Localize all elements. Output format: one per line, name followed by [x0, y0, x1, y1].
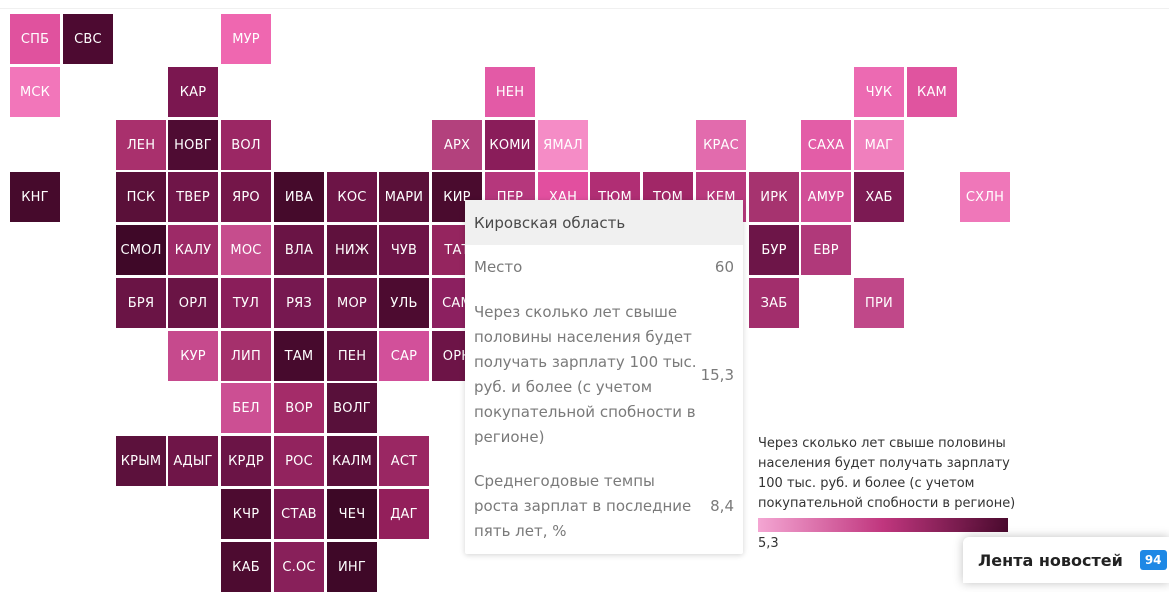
region-tile[interactable]: ЧЕЧ	[327, 489, 377, 539]
news-feed-title: Лента новостей	[978, 550, 1123, 570]
legend-min-value: 5,3	[758, 536, 779, 551]
region-tile[interactable]: БЕЛ	[221, 383, 271, 433]
news-count-badge: 94	[1139, 550, 1167, 570]
region-tile[interactable]: НОВГ	[168, 120, 218, 170]
region-tile[interactable]: ЯМАЛ	[538, 120, 588, 170]
tooltip-value: 8,4	[710, 496, 734, 515]
region-tile[interactable]: СПБ	[10, 14, 60, 64]
region-tooltip: Кировская область Место 60 Через сколько…	[465, 200, 743, 554]
region-tile[interactable]: ПРИ	[854, 278, 904, 328]
region-tile[interactable]: ЧУВ	[379, 225, 429, 275]
region-tile[interactable]: КРДР	[221, 436, 271, 486]
region-tile[interactable]: ВОЛГ	[327, 383, 377, 433]
region-tile[interactable]: ТУЛ	[221, 278, 271, 328]
region-tile[interactable]: СТАВ	[274, 489, 324, 539]
tooltip-value: 60	[714, 258, 734, 276]
region-tile[interactable]: АДЫГ	[168, 436, 218, 486]
region-tile[interactable]: ВОЛ	[221, 120, 271, 170]
region-tile[interactable]: РОС	[274, 436, 324, 486]
region-tile[interactable]: БРЯ	[116, 278, 166, 328]
region-tile[interactable]: УЛЬ	[379, 278, 429, 328]
region-tile[interactable]: ВЛА	[274, 225, 324, 275]
region-tile[interactable]: ПЕН	[327, 331, 377, 381]
region-tile[interactable]: КАЛМ	[327, 436, 377, 486]
legend-gradient-bar	[758, 518, 1008, 532]
region-tile[interactable]: ОРЛ	[168, 278, 218, 328]
region-tile[interactable]: МОР	[327, 278, 377, 328]
region-tile[interactable]: САХА	[801, 120, 851, 170]
region-tile[interactable]: СВС	[63, 14, 113, 64]
region-tile[interactable]: КРАС	[696, 120, 746, 170]
region-tile[interactable]: КУР	[168, 331, 218, 381]
region-tile[interactable]: ЧУК	[854, 67, 904, 117]
region-tile[interactable]: ИНГ	[327, 542, 377, 592]
region-tile[interactable]: КАБ	[221, 542, 271, 592]
region-tile[interactable]: ПСК	[116, 172, 166, 222]
news-feed-button[interactable]: Лента новостей 94	[963, 537, 1169, 583]
region-tile[interactable]: АСТ	[379, 436, 429, 486]
region-tile[interactable]: КАЛУ	[168, 225, 218, 275]
tooltip-region-name: Кировская область	[465, 200, 743, 245]
region-tile[interactable]: ТАМ	[274, 331, 324, 381]
region-tile[interactable]: РЯЗ	[274, 278, 324, 328]
region-tile[interactable]: ЛИП	[221, 331, 271, 381]
region-tile[interactable]: МАГ	[854, 120, 904, 170]
tooltip-label: Место	[474, 258, 523, 276]
region-tile[interactable]: ИРК	[749, 172, 799, 222]
tooltip-row-growth: Среднегодовые темпы роста зарплат в посл…	[465, 460, 743, 552]
region-tile[interactable]: САР	[379, 331, 429, 381]
tooltip-label: Через сколько лет свыше половины населен…	[474, 303, 697, 446]
top-divider	[0, 0, 1169, 9]
region-tile[interactable]: КАМ	[907, 67, 957, 117]
color-legend: Через сколько лет свыше половины населен…	[758, 434, 1016, 551]
region-tile[interactable]: ЕВР	[801, 225, 851, 275]
region-tile[interactable]: ХАБ	[854, 172, 904, 222]
region-tile[interactable]: НИЖ	[327, 225, 377, 275]
region-tile[interactable]: ДАГ	[379, 489, 429, 539]
region-tile[interactable]: БУР	[749, 225, 799, 275]
region-tile[interactable]: НЕН	[485, 67, 535, 117]
region-tile[interactable]: КЧР	[221, 489, 271, 539]
legend-title: Через сколько лет свыше половины населен…	[758, 436, 1016, 511]
region-tile[interactable]: МАРИ	[379, 172, 429, 222]
region-tile[interactable]: ТВЕР	[168, 172, 218, 222]
region-tile[interactable]: СХЛН	[960, 172, 1010, 222]
region-tile[interactable]: МСК	[10, 67, 60, 117]
region-tile[interactable]: КОМИ	[485, 120, 535, 170]
region-tile[interactable]: МУР	[221, 14, 271, 64]
region-tile[interactable]: ЯРО	[221, 172, 271, 222]
region-tile[interactable]: КОС	[327, 172, 377, 222]
region-tile[interactable]: С.ОС	[274, 542, 324, 592]
region-tile[interactable]: КАР	[168, 67, 218, 117]
region-tile[interactable]: ЗАБ	[749, 278, 799, 328]
region-tile[interactable]: КРЫМ	[116, 436, 166, 486]
region-tile[interactable]: АМУР	[801, 172, 851, 222]
region-tile[interactable]: КНГ	[10, 172, 60, 222]
region-tile[interactable]: СМОЛ	[116, 225, 166, 275]
region-tile[interactable]: ЛЕН	[116, 120, 166, 170]
region-tile[interactable]: АРХ	[432, 120, 482, 170]
tooltip-label: Среднегодовые темпы роста зарплат в посл…	[474, 471, 692, 540]
region-tile[interactable]: МОС	[221, 225, 271, 275]
region-tile[interactable]: ВОР	[274, 383, 324, 433]
tooltip-value: 15,3	[700, 365, 734, 384]
region-tile[interactable]: ИВА	[274, 172, 324, 222]
tooltip-row-rank: Место 60	[465, 245, 743, 290]
tooltip-row-years: Через сколько лет свыше половины населен…	[465, 290, 743, 460]
